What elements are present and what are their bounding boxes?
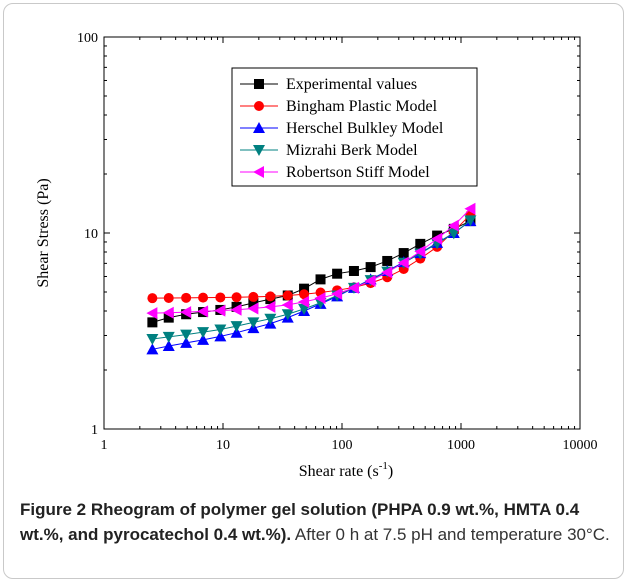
series-4-point (431, 232, 443, 245)
series-4-point (264, 300, 276, 313)
series-3-point (180, 329, 193, 341)
series-0-point (299, 283, 310, 294)
series-1-point (299, 289, 310, 300)
series-4-point (347, 281, 359, 294)
series-3-point (247, 317, 260, 329)
x-axis-title: Shear rate (s-1) (299, 460, 393, 480)
series-0-point (398, 248, 409, 259)
series-4-point (298, 295, 310, 308)
series-1-point (248, 291, 259, 302)
series-1-point (147, 293, 158, 304)
legend-label-1: Bingham Plastic Model (286, 98, 438, 115)
x-tick-label: 100 (332, 438, 353, 453)
series-2-point (214, 330, 227, 342)
series-4-point (247, 302, 259, 315)
series-2-point (162, 340, 175, 352)
series-4-point (364, 274, 376, 287)
series-3-point (162, 331, 175, 343)
y-tick-label: 1 (91, 423, 98, 438)
series-4-point (197, 305, 209, 318)
rheogram-chart: 1 10 100 1000 10000 1 10 100 Shear rate (s-1) She… (35, 31, 598, 480)
series-2-point (197, 333, 210, 345)
series-0-point (332, 268, 343, 279)
legend-marker-3 (253, 145, 265, 156)
series-4-point (146, 307, 158, 320)
series-1-point (231, 292, 242, 303)
series-4-point (230, 303, 242, 316)
y-tick-label: 100 (77, 31, 98, 46)
legend-marker-1 (254, 101, 264, 111)
series-0-point (315, 274, 326, 285)
series-1-point (282, 290, 293, 301)
legend-box (231, 67, 478, 187)
series-0-point (248, 297, 259, 308)
legend-marker-4 (253, 166, 264, 178)
series-2-point (180, 336, 193, 348)
x-tick-label: 10 (216, 438, 230, 453)
series-3-point (464, 215, 477, 227)
series-1-point (163, 292, 174, 303)
series-2-point (230, 326, 243, 338)
series-1-point (215, 292, 226, 303)
series-1-point (198, 292, 209, 303)
y-tick-label: 10 (84, 227, 98, 242)
legend-marker-0 (254, 79, 264, 89)
series-2-point (146, 343, 159, 355)
series-4-point (464, 202, 476, 215)
series-4-point (447, 219, 459, 232)
caption-label: Figure 2 Rheogram of polymer gel solutio… (20, 500, 580, 544)
series-4-point (214, 304, 226, 317)
legend-marker-2 (253, 122, 265, 133)
series-4-point (314, 292, 326, 305)
series-4-point (397, 256, 409, 269)
series-0-point (365, 262, 376, 273)
series-4-point (331, 287, 343, 300)
series-4-point (414, 245, 426, 258)
series-4-point (180, 306, 192, 319)
series-3-point (264, 313, 277, 325)
series-3-point (230, 321, 243, 333)
x-tick-label: 1 (101, 438, 108, 453)
series-1-point (181, 292, 192, 303)
series-3-point (281, 309, 294, 321)
series-3-point (197, 327, 210, 339)
series-4-point (162, 306, 174, 319)
series-3-point (146, 333, 159, 345)
figure-caption: Figure 2 Rheogram of polymer gel solutio… (20, 497, 615, 547)
series-0-point (348, 265, 359, 276)
legend-label-2: Herschel Bulkley Model (286, 120, 444, 137)
series-3-point (447, 228, 460, 240)
x-tick-label: 1000 (447, 438, 475, 453)
series-0-point (415, 238, 426, 249)
series-4-point (381, 266, 393, 279)
caption-text: After 0 h at 7.5 pH and temperature 30°C… (291, 525, 610, 544)
legend-label-4: Robertson Stiff Model (286, 164, 430, 181)
y-axis-title: Shear Stress (Pa) (35, 178, 52, 287)
legend-label-3: Mizrahi Berk Model (286, 142, 418, 159)
series-line-3 (152, 219, 471, 340)
legend-label-0: Experimental values (286, 76, 417, 93)
x-tick-label: 10000 (563, 438, 598, 453)
series-1-point (265, 291, 276, 302)
series-3-point (214, 324, 227, 336)
series-4-point (281, 298, 293, 311)
series-0-point (163, 312, 174, 323)
series-0-point (382, 255, 393, 266)
series-0-point (147, 317, 158, 328)
